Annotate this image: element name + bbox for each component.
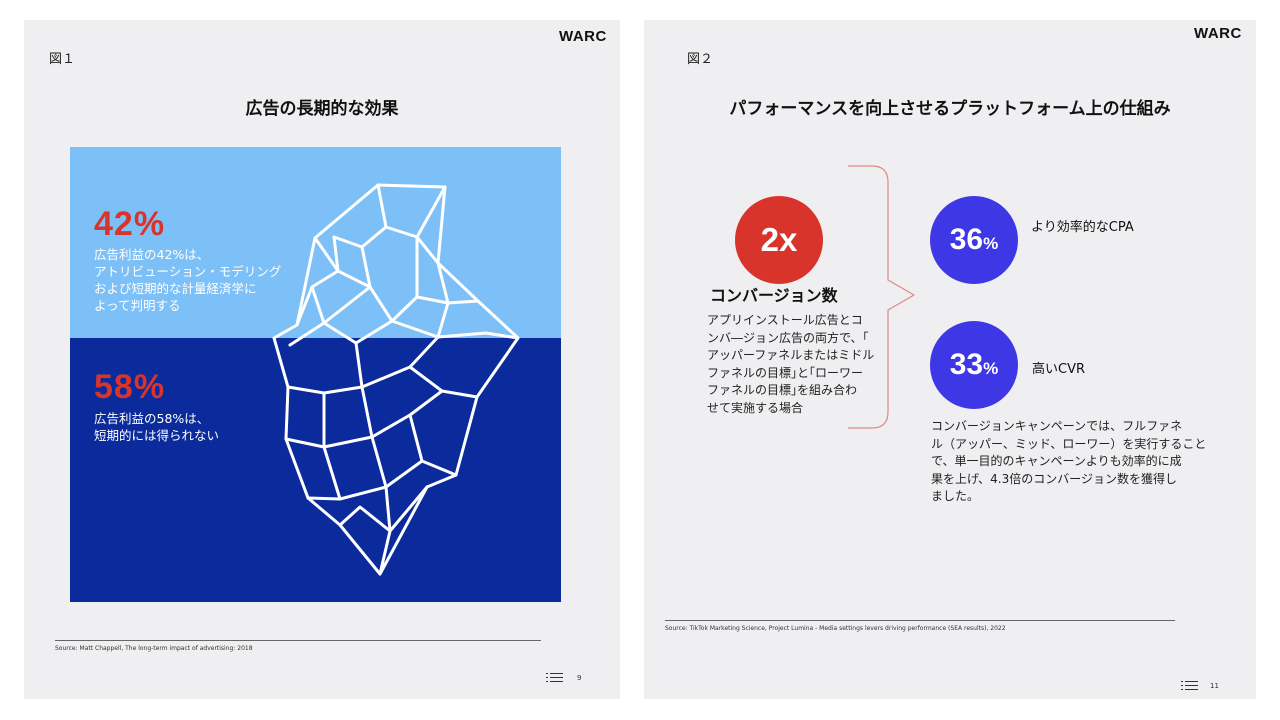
page-number: 11 [1210, 682, 1219, 690]
conversion-value: 2x [760, 221, 798, 258]
description-42: 広告利益の42%は、 アトリビューション・モデリング および短期的な計量経済学に… [94, 247, 282, 313]
cvr-unit: % [983, 359, 999, 378]
campaign-note: コンバージョンキャンペーンでは、フルファネ ル（アッパー、ミッド、ローワー）を実… [931, 419, 1207, 503]
cpa-label: より効率的なCPA [1031, 220, 1134, 235]
source-note: Source: TikTok Marketing Science, Projec… [665, 625, 1006, 632]
cpa-unit: % [983, 234, 999, 253]
cpa-value: 36 [949, 223, 984, 256]
list-icon[interactable] [546, 673, 564, 683]
warc-logo: WARC [559, 28, 607, 45]
warc-logo: WARC [1194, 25, 1242, 42]
cvr-circle: 33% [930, 321, 1018, 409]
figure-label: 図２ [687, 52, 714, 67]
iceberg-graphic [70, 147, 561, 602]
cpa-circle: 36% [930, 196, 1018, 284]
cvr-label: 高いCVR [1032, 362, 1086, 377]
footer-divider [55, 640, 541, 641]
cvr-value: 33 [949, 348, 984, 381]
sea-area [70, 338, 561, 602]
list-icon[interactable] [1181, 681, 1199, 691]
percent-42: 42% [94, 205, 166, 243]
page-number: 9 [577, 674, 582, 682]
percent-58: 58% [94, 368, 166, 406]
bracket-shape [848, 165, 916, 429]
figure-1-panel: WARC 図１ 広告の長期的な効果 [24, 20, 620, 699]
figure-title: パフォーマンスを向上させるプラットフォーム上の仕組み [729, 99, 1171, 119]
figure-2-panel: WARC 図２ パフォーマンスを向上させるプラットフォーム上の仕組み 2x コン… [644, 20, 1256, 699]
conversion-description: アプリインストール広告とコ ンバ―ジョン広告の両方で、｢ アッパーファネルまたは… [707, 313, 875, 415]
source-note: Source: Matt Chappell, The long-term imp… [55, 645, 253, 652]
figure-title: 広告の長期的な効果 [245, 99, 399, 119]
figure-label: 図１ [49, 52, 76, 67]
footer-divider [665, 620, 1175, 621]
iceberg-illustration: 42% 広告利益の42%は、 アトリビューション・モデリング および短期的な計量… [70, 147, 561, 602]
conversion-circle: 2x [735, 196, 823, 284]
iceberg-outline [272, 183, 520, 576]
description-58: 広告利益の58%は、 短期的には得られない [94, 411, 220, 443]
conversion-heading: コンバージョン数 [710, 286, 838, 305]
